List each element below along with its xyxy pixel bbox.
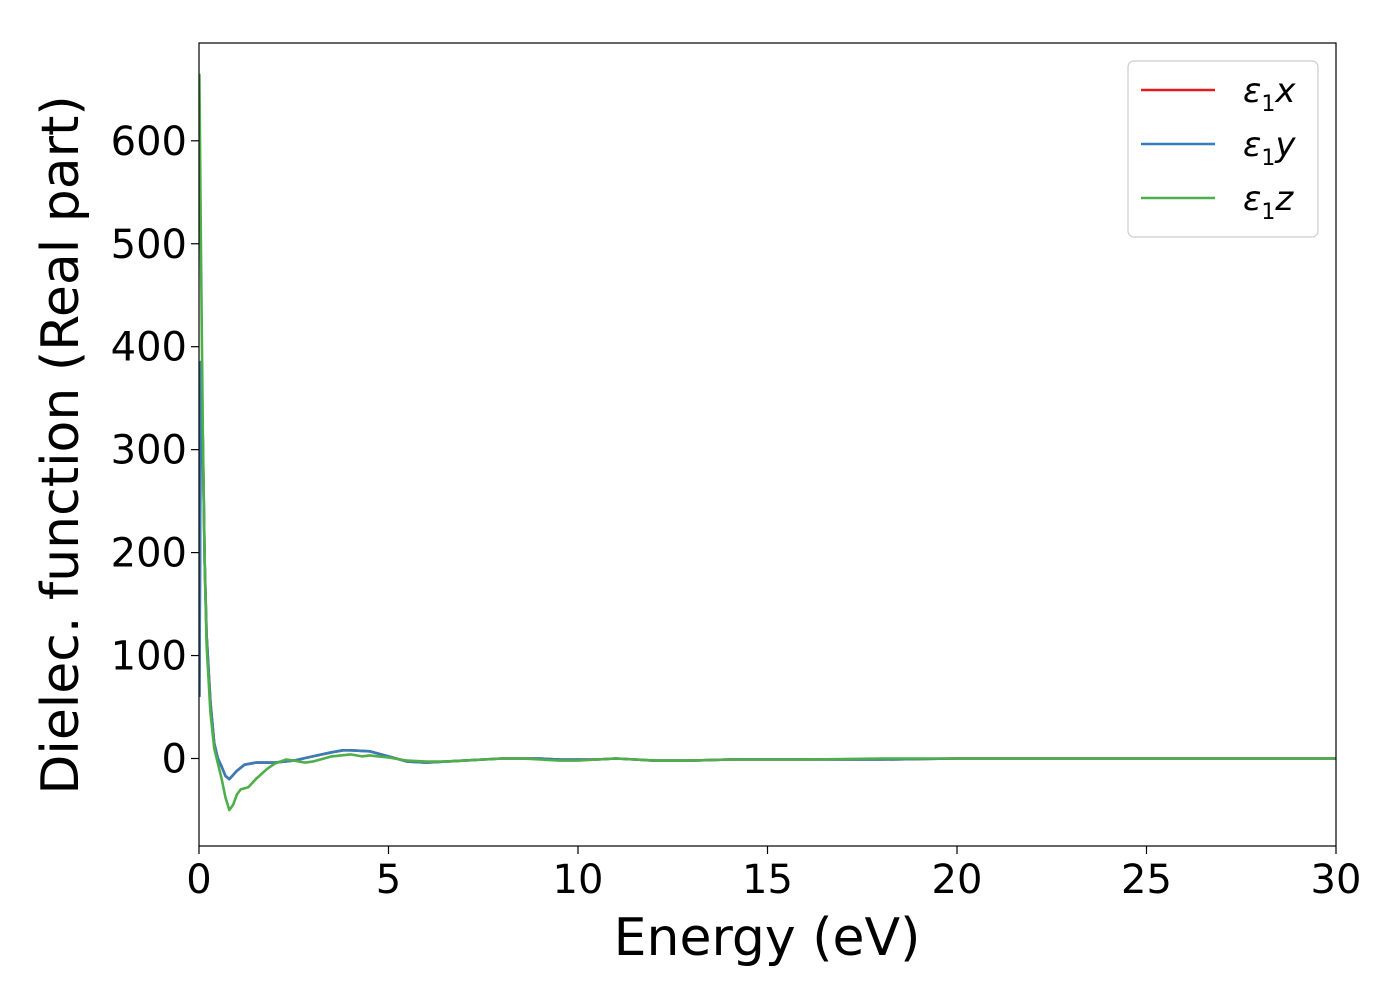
x-tick-label: 30: [1311, 857, 1362, 903]
y-axis: 0 100 200 300 400 500 600: [111, 119, 199, 782]
legend: ε1x ε1y ε1z: [1127, 60, 1319, 238]
y-tick-label: 400: [111, 325, 187, 371]
y-tick-label: 200: [111, 531, 187, 577]
x-axis-title: Energy (eV): [614, 908, 921, 968]
y-tick-label: 600: [111, 119, 187, 165]
x-tick-label: 20: [932, 857, 983, 903]
x-axis: 0 5 10 15 20 25 30: [186, 846, 1361, 903]
legend-label-z: ε1z: [1243, 179, 1294, 225]
legend-label-x: ε1x: [1243, 71, 1296, 117]
y-tick-label: 100: [111, 634, 187, 680]
x-tick-label: 25: [1121, 857, 1172, 903]
y-axis-title: Dielec. function (Real part): [31, 95, 91, 794]
legend-box: [1127, 60, 1319, 238]
x-tick-label: 15: [742, 857, 793, 903]
legend-label-y: ε1y: [1243, 125, 1296, 171]
x-tick-label: 5: [376, 857, 401, 903]
y-tick-label: 300: [111, 428, 187, 474]
x-tick-label: 10: [553, 857, 604, 903]
series-line-z: [199, 73, 1336, 812]
y-tick-label: 500: [111, 222, 187, 268]
x-tick-label: 0: [186, 857, 211, 903]
y-tick-label: 0: [162, 736, 187, 782]
series-layer: [199, 73, 1336, 812]
